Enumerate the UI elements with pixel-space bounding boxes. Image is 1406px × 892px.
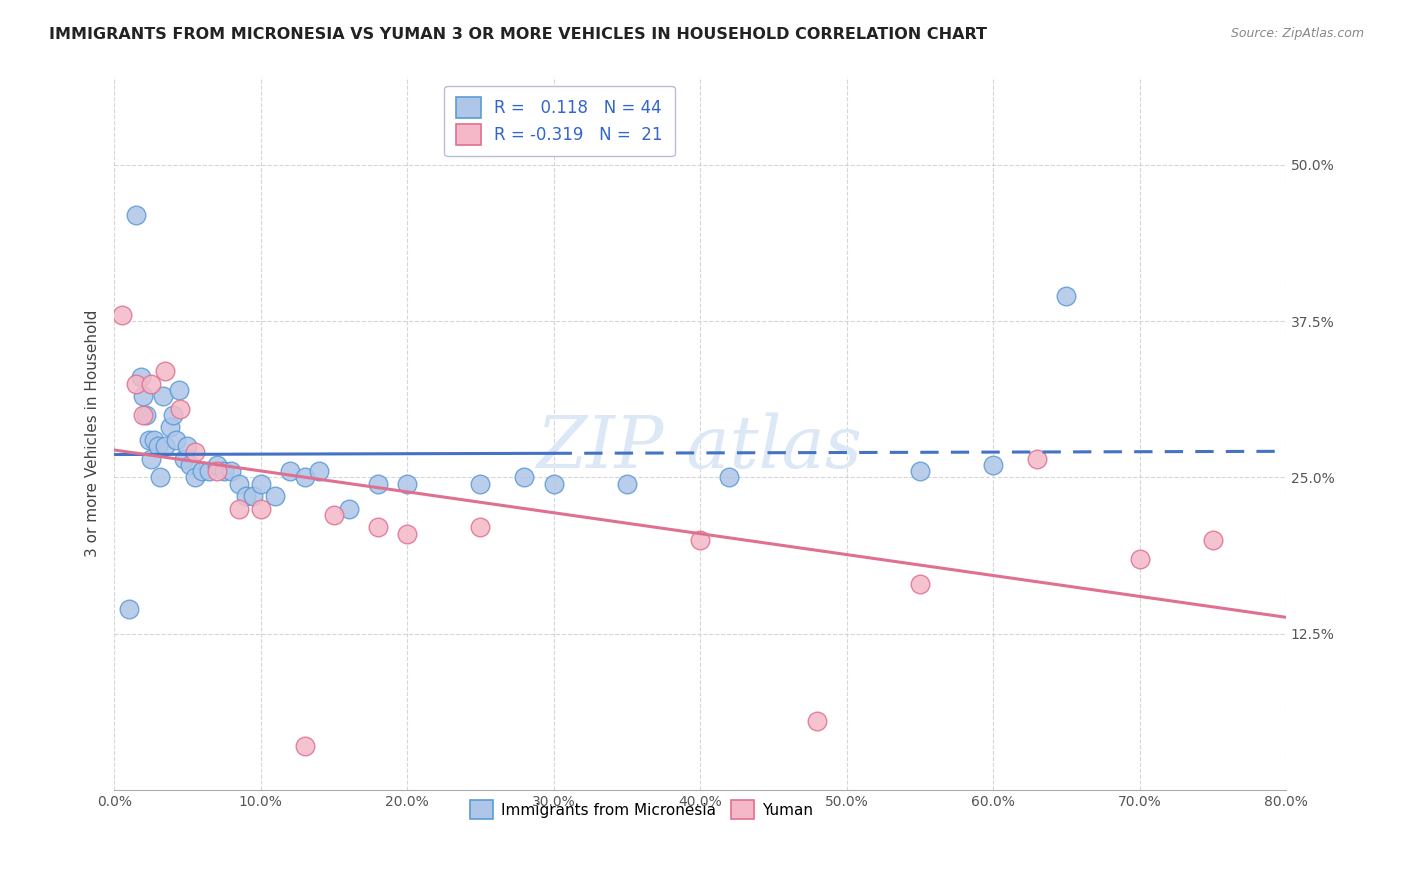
Point	[184, 445, 207, 459]
Point	[110, 308, 132, 322]
Point	[689, 533, 711, 547]
Point	[179, 458, 201, 472]
Point	[981, 458, 1004, 472]
Point	[173, 451, 195, 466]
Point	[132, 408, 155, 422]
Point	[264, 489, 287, 503]
Point	[294, 739, 316, 754]
Point	[139, 376, 162, 391]
Point	[129, 370, 152, 384]
Y-axis label: 3 or more Vehicles in Household: 3 or more Vehicles in Household	[86, 310, 100, 558]
Text: IMMIGRANTS FROM MICRONESIA VS YUMAN 3 OR MORE VEHICLES IN HOUSEHOLD CORRELATION : IMMIGRANTS FROM MICRONESIA VS YUMAN 3 OR…	[49, 27, 987, 42]
Point	[235, 489, 257, 503]
Point	[165, 433, 187, 447]
Point	[191, 464, 214, 478]
Point	[205, 458, 228, 472]
Point	[908, 576, 931, 591]
Point	[221, 464, 243, 478]
Legend: Immigrants from Micronesia, Yuman: Immigrants from Micronesia, Yuman	[464, 794, 818, 825]
Point	[149, 470, 172, 484]
Point	[396, 476, 419, 491]
Point	[242, 489, 264, 503]
Point	[1026, 451, 1049, 466]
Point	[513, 470, 536, 484]
Point	[1128, 551, 1150, 566]
Point	[806, 714, 828, 728]
Point	[152, 389, 174, 403]
Point	[169, 401, 191, 416]
Point	[146, 439, 169, 453]
Point	[155, 364, 177, 378]
Point	[142, 433, 165, 447]
Point	[135, 408, 157, 422]
Point	[162, 408, 184, 422]
Point	[159, 420, 181, 434]
Point	[1054, 289, 1077, 303]
Point	[228, 476, 250, 491]
Point	[322, 508, 344, 522]
Point	[132, 389, 155, 403]
Point	[718, 470, 741, 484]
Point	[278, 464, 301, 478]
Point	[294, 470, 316, 484]
Point	[125, 376, 148, 391]
Point	[367, 476, 389, 491]
Point	[125, 208, 148, 222]
Point	[167, 383, 190, 397]
Point	[118, 601, 141, 615]
Text: Source: ZipAtlas.com: Source: ZipAtlas.com	[1230, 27, 1364, 40]
Point	[184, 470, 207, 484]
Point	[139, 451, 162, 466]
Point	[176, 439, 198, 453]
Point	[228, 501, 250, 516]
Point	[205, 464, 228, 478]
Point	[543, 476, 565, 491]
Text: ZIP atlas: ZIP atlas	[537, 413, 863, 483]
Point	[337, 501, 360, 516]
Point	[908, 464, 931, 478]
Point	[198, 464, 221, 478]
Point	[616, 476, 638, 491]
Point	[367, 520, 389, 534]
Point	[155, 439, 177, 453]
Point	[249, 501, 271, 516]
Point	[470, 476, 492, 491]
Point	[470, 520, 492, 534]
Point	[138, 433, 160, 447]
Point	[1202, 533, 1225, 547]
Point	[308, 464, 330, 478]
Point	[249, 476, 271, 491]
Point	[396, 526, 419, 541]
Point	[212, 464, 235, 478]
